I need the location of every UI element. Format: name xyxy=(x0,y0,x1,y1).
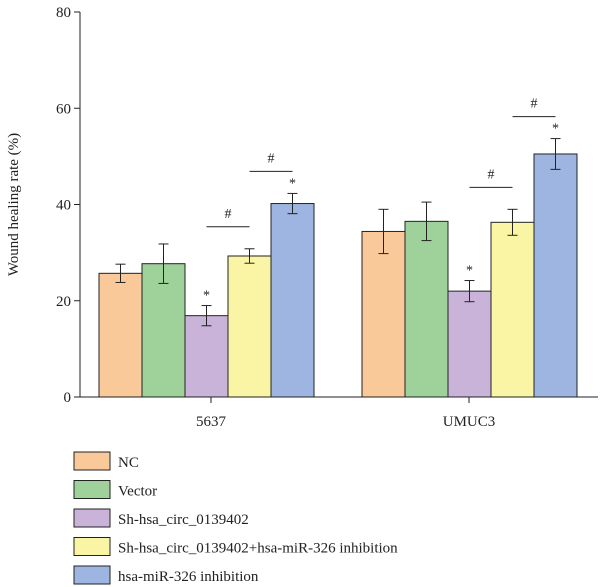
bars xyxy=(98,153,578,398)
bar xyxy=(490,221,535,398)
legend-label: Sh-hsa_circ_0139402+hsa-miR-326 inhibiti… xyxy=(118,541,398,557)
significance-hash: # xyxy=(225,207,232,222)
significance-star: * xyxy=(552,122,559,137)
y-tick-label: 0 xyxy=(64,390,72,406)
legend-label: hsa-miR-326 inhibition xyxy=(118,569,259,585)
bar xyxy=(533,153,578,398)
y-tick-label: 20 xyxy=(56,294,71,310)
legend-swatch xyxy=(73,480,111,499)
y-axis-title: Wound healing rate (%) xyxy=(6,133,22,276)
legend-swatch xyxy=(73,565,111,585)
bar xyxy=(361,230,406,398)
significance-hash: # xyxy=(488,167,495,182)
bar xyxy=(184,315,229,398)
y-tick-label: 40 xyxy=(56,198,71,214)
significance-hash: # xyxy=(531,97,538,112)
legend: NC Vector Sh-hsa_circ_0139402 Sh-hsa_circ_0… xyxy=(73,451,398,585)
significance-hash: # xyxy=(268,151,275,166)
legend-label: Vector xyxy=(118,484,157,500)
legend-label: Sh-hsa_circ_0139402 xyxy=(118,512,249,528)
bar xyxy=(404,220,449,398)
y-tick-label: 60 xyxy=(56,101,71,117)
bar xyxy=(270,203,315,398)
legend-swatch xyxy=(73,451,111,471)
x-category-label: UMUC3 xyxy=(443,414,496,430)
legend-swatch xyxy=(73,508,111,528)
error-bars xyxy=(115,138,561,327)
bar xyxy=(227,255,272,398)
x-category-label: 5637 xyxy=(196,414,227,430)
y-tick-label: 80 xyxy=(56,5,71,21)
legend-swatch xyxy=(73,537,111,556)
significance-star: * xyxy=(466,264,473,279)
significance-star: * xyxy=(289,176,296,191)
legend-label: NC xyxy=(118,455,139,471)
significance-annotations: * * * * # # # # xyxy=(203,97,559,304)
axes: 0 20 40 60 80 Wound healing rate (%) 5637 UMUC3 xyxy=(6,5,598,430)
bar xyxy=(98,272,143,398)
significance-star: * xyxy=(203,289,210,304)
bar xyxy=(447,290,492,398)
